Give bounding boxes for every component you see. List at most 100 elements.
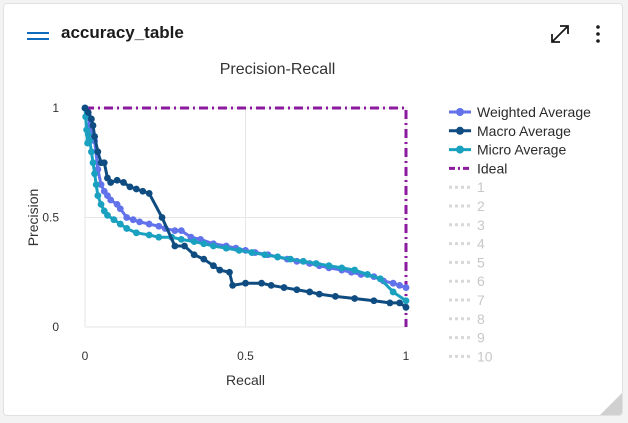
data-point-micro-average [274,253,281,261]
data-point-macro-average [94,148,102,156]
data-point-macro-average [91,133,99,140]
resize-handle[interactable] [600,393,622,415]
data-point-macro-average [89,122,97,129]
x-axis-label: Recall [226,372,265,388]
legend-item-1: 1 [477,179,485,195]
data-point-macro-average [88,115,95,123]
data-point-macro-average [258,279,265,287]
data-point-macro-average [210,262,217,270]
legend-item-10: 10 [477,348,493,364]
data-point-macro-average [386,299,394,307]
data-point-micro-average [312,260,320,267]
data-point-micro-average [299,257,307,265]
legend-item-3: 3 [477,217,485,233]
data-point-micro-average [389,288,397,296]
data-point-macro-average [331,292,339,300]
data-point-macro-average [242,279,249,287]
data-point-weighted-average [116,205,124,213]
data-point-micro-average [261,251,269,259]
data-point-macro-average [107,179,115,186]
x-tick-label: 0 [82,349,89,363]
legend-item-4: 4 [477,236,485,252]
data-point-micro-average [190,238,198,245]
chart-card: accuracy_table Precision-Recall 0 0.5 1 0 0.5… [3,3,623,416]
data-point-macro-average [280,284,288,291]
data-point-macro-average [120,179,127,186]
data-point-macro-average [229,281,237,289]
data-point-macro-average [351,295,359,302]
data-point-macro-average [370,297,378,305]
data-point-micro-average [104,211,111,219]
data-point-micro-average [248,249,256,256]
legend-item-micro-average: Micro Average [477,142,566,158]
y-tick-label: 0.5 [42,211,59,225]
hamburger-icon[interactable] [27,32,49,40]
data-point-weighted-average [177,227,185,235]
card-title: accuracy_table [61,23,184,42]
data-point-macro-average [293,286,301,294]
data-point-macro-average [315,290,323,298]
data-point-macro-average [306,288,314,296]
data-point-micro-average [145,231,153,239]
expand-diagonal-icon[interactable] [549,23,571,45]
legend-item-ideal: Ideal [477,160,507,176]
data-point-micro-average [116,220,124,228]
legend-item-weighted-average: Weighted Average [477,104,591,120]
legend-item-macro-average: Macro Average [477,123,571,139]
data-point-macro-average [171,242,179,250]
data-point-micro-average [338,264,346,272]
legend-item-5: 5 [477,254,485,270]
data-point-macro-average [181,242,188,250]
series-line-micro-average [83,107,407,302]
data-point-macro-average [402,303,410,311]
data-point-micro-average [210,242,217,250]
y-axis-label: Precision [25,189,41,247]
chart-title: Precision-Recall [220,61,336,78]
legend-item-macro-average-marker[interactable] [456,126,464,135]
data-point-weighted-average [396,281,403,289]
data-point-macro-average [145,190,153,197]
data-point-micro-average [123,225,131,232]
data-point-micro-average [86,137,94,145]
legend-item-9: 9 [477,330,485,346]
data-point-macro-average [84,108,92,116]
legend-item-2: 2 [477,198,485,214]
data-point-macro-average [132,185,140,193]
data-point-weighted-average [136,218,143,226]
data-point-weighted-average [389,279,397,287]
y-tick-label: 0 [52,320,59,334]
data-point-macro-average [200,255,208,263]
data-point-micro-average [84,130,92,138]
data-point-weighted-average [129,216,137,224]
legend-item-micro-average-marker[interactable] [456,145,464,154]
data-point-macro-average [190,251,198,259]
legend-item-6: 6 [477,273,485,289]
legend-item-weighted-average-marker[interactable] [456,108,464,116]
data-point-micro-average [177,236,185,243]
data-point-macro-average [100,159,108,167]
data-point-macro-average [139,187,147,195]
data-point-micro-average [235,246,243,254]
data-point-micro-average [364,271,371,278]
data-point-micro-average [155,233,163,241]
data-point-macro-average [113,176,121,184]
data-point-micro-average [97,200,105,208]
data-point-micro-average [91,170,99,178]
data-point-micro-average [132,229,140,237]
y-tick-label: 1 [52,101,59,115]
data-point-micro-average [94,192,102,200]
data-point-micro-average [110,216,118,224]
data-point-micro-average [200,240,208,248]
data-point-weighted-average [145,220,153,228]
data-point-micro-average [222,244,230,252]
data-point-weighted-average [402,284,410,291]
more-vertical-icon[interactable] [590,23,606,45]
data-point-weighted-average [171,227,179,235]
data-point-micro-average [402,297,410,305]
data-point-macro-average [158,214,166,221]
data-point-weighted-average [155,222,163,230]
data-point-macro-average [126,183,134,191]
data-point-micro-average [88,148,95,156]
x-tick-label: 1 [403,349,410,363]
